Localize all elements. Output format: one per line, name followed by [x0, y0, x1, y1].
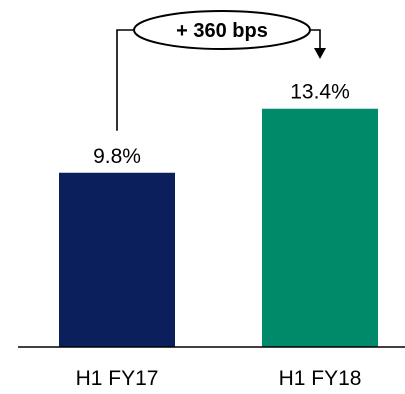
annotation-ellipse — [133, 10, 311, 50]
annotation-text: + 360 bps — [176, 20, 268, 42]
arrow-head-icon — [314, 48, 326, 59]
x-tick-label: H1 FY17 — [76, 367, 159, 389]
data-label: 13.4% — [290, 81, 350, 104]
bar-h1-fy17 — [59, 172, 175, 347]
bars-layer — [59, 108, 378, 347]
bar-h1-fy18 — [262, 108, 378, 347]
data-label: 9.8% — [93, 145, 141, 168]
labels-layer: 9.8% H1 FY17 13.4% H1 FY18 — [76, 81, 362, 390]
x-tick-label: H1 FY18 — [279, 367, 362, 389]
growth-annotation: + 360 bps — [116, 10, 326, 131]
